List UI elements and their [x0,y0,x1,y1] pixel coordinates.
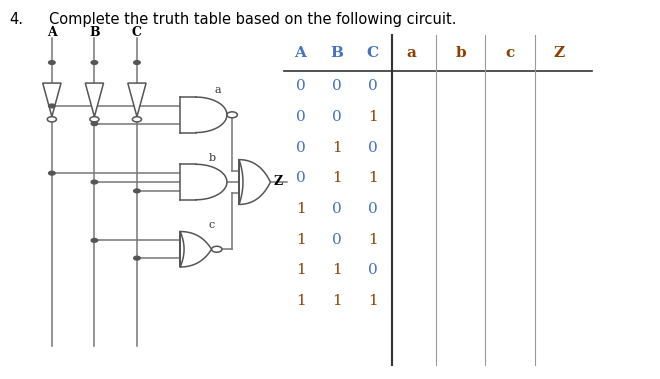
Circle shape [134,61,140,64]
Text: 0: 0 [296,110,306,124]
Text: 1: 1 [296,233,306,247]
Text: A: A [294,46,306,60]
Text: 1: 1 [296,263,306,277]
Circle shape [134,189,140,193]
Text: 1: 1 [332,263,341,277]
Text: C: C [132,26,142,39]
Circle shape [49,104,55,108]
Circle shape [134,256,140,260]
Text: 4.: 4. [9,12,23,27]
Text: B: B [89,26,100,39]
Circle shape [212,246,222,252]
Text: 0: 0 [332,202,341,216]
Text: 0: 0 [368,141,378,155]
Text: 1: 1 [332,294,341,308]
Text: C: C [366,46,379,60]
Circle shape [91,238,98,242]
Circle shape [133,117,141,122]
Text: a: a [407,46,416,60]
Text: 1: 1 [332,171,341,185]
Text: Z: Z [274,175,283,188]
Text: Complete the truth table based on the following circuit.: Complete the truth table based on the fo… [49,12,456,27]
Circle shape [91,61,98,64]
Text: 0: 0 [332,110,341,124]
Text: 0: 0 [296,171,306,185]
Text: b: b [455,46,466,60]
Text: Z: Z [554,46,564,60]
Text: 1: 1 [368,171,378,185]
Text: 1: 1 [296,294,306,308]
Polygon shape [239,160,271,204]
Text: c: c [506,46,515,60]
Text: A: A [47,26,57,39]
Text: 0: 0 [332,80,341,94]
Circle shape [48,117,57,122]
Text: 0: 0 [296,141,306,155]
Polygon shape [43,83,61,117]
Text: 0: 0 [332,233,341,247]
Text: 1: 1 [368,110,378,124]
Text: 0: 0 [368,202,378,216]
Circle shape [227,112,238,118]
Text: 0: 0 [368,263,378,277]
Text: 1: 1 [368,233,378,247]
Text: b: b [209,153,215,163]
Polygon shape [180,232,212,267]
Circle shape [49,61,55,64]
Text: 1: 1 [332,141,341,155]
Polygon shape [180,164,227,200]
Text: 1: 1 [296,202,306,216]
Polygon shape [85,83,104,117]
Polygon shape [180,97,227,133]
Text: 1: 1 [368,294,378,308]
Text: a: a [214,85,222,96]
Circle shape [90,117,99,122]
Circle shape [49,171,55,175]
Circle shape [91,180,98,184]
Text: 0: 0 [368,80,378,94]
Text: 0: 0 [296,80,306,94]
Polygon shape [128,83,146,117]
Circle shape [91,122,98,125]
Text: B: B [330,46,343,60]
Text: c: c [209,220,214,230]
